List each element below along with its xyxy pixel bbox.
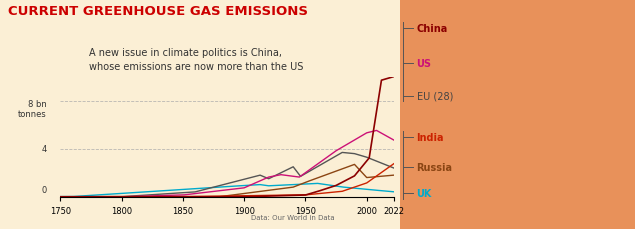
- Text: India: India: [417, 132, 444, 142]
- Text: Russia: Russia: [417, 162, 453, 172]
- Text: A new issue in climate politics is China,
whose emissions are now more than the : A new issue in climate politics is China…: [89, 48, 304, 72]
- Text: Data: Our World in Data: Data: Our World in Data: [251, 214, 335, 220]
- Text: 0: 0: [42, 185, 47, 195]
- Text: EU (28): EU (28): [417, 91, 453, 101]
- Text: UK: UK: [417, 188, 432, 199]
- Text: 8 bn
tonnes: 8 bn tonnes: [18, 99, 47, 119]
- Text: China: China: [417, 24, 448, 34]
- Text: US: US: [417, 59, 432, 69]
- Text: 4: 4: [42, 145, 47, 154]
- Text: CURRENT GREENHOUSE GAS EMISSIONS: CURRENT GREENHOUSE GAS EMISSIONS: [8, 5, 307, 18]
